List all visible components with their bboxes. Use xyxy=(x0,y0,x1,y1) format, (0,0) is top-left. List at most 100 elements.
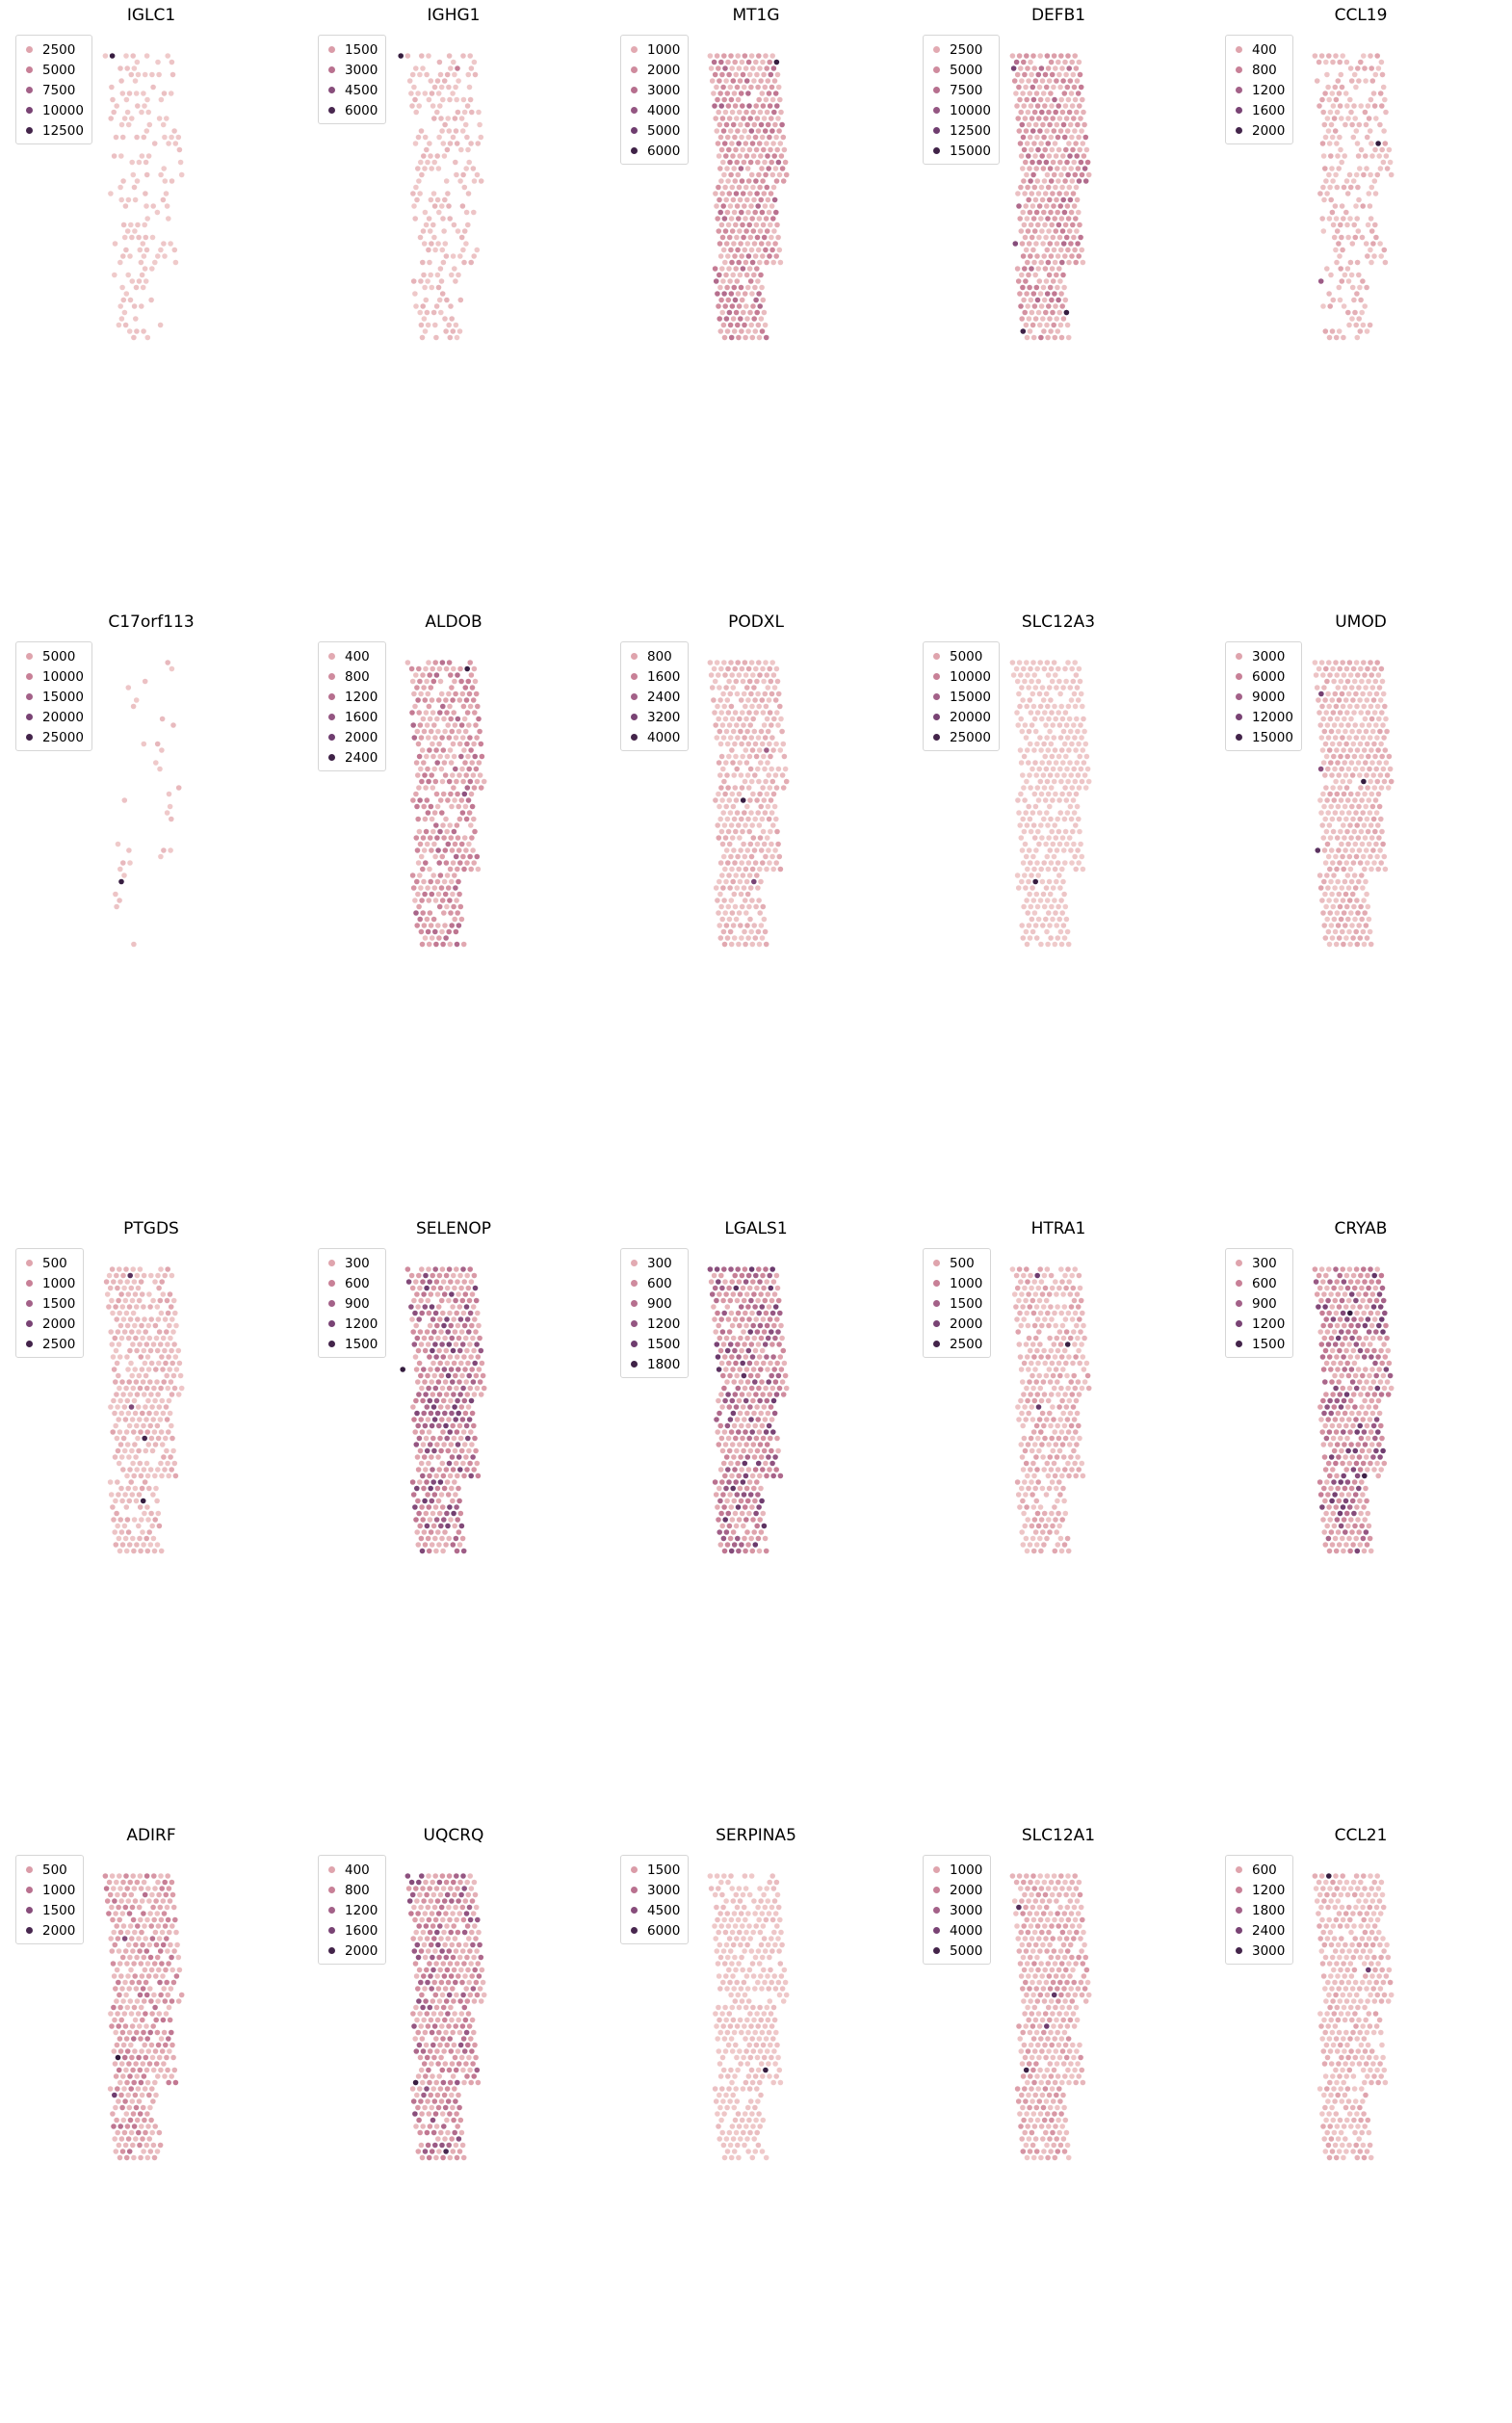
spot-point xyxy=(156,115,163,122)
spot-point xyxy=(1037,1503,1044,1511)
spot-point xyxy=(1370,741,1378,747)
spot-point xyxy=(707,659,714,666)
spot-point xyxy=(441,196,449,203)
spot-point xyxy=(107,1403,115,1411)
spot-point xyxy=(1316,872,1323,879)
spot-point xyxy=(751,1498,759,1504)
spot-point xyxy=(758,1378,766,1386)
spot-point xyxy=(455,1410,462,1417)
spot-point xyxy=(744,1541,752,1549)
spot-point xyxy=(128,115,136,122)
spot-point xyxy=(412,65,420,72)
spot-point xyxy=(447,1397,455,1404)
spot-point xyxy=(1050,734,1057,742)
spot-point xyxy=(426,1278,433,1286)
spot-point xyxy=(1045,302,1053,310)
spot-point xyxy=(1372,234,1380,241)
spot-point xyxy=(1352,1341,1360,1348)
spot-point xyxy=(1024,821,1030,829)
spot-point xyxy=(436,297,444,303)
spot-point xyxy=(1071,734,1079,742)
spot-point xyxy=(713,734,720,742)
spot-point xyxy=(721,791,729,797)
spot-point xyxy=(1369,1366,1376,1373)
spot-point xyxy=(761,1416,769,1423)
spot-point xyxy=(759,903,767,910)
spot-point xyxy=(435,134,443,141)
spot-point xyxy=(1362,1410,1369,1417)
spot-point xyxy=(118,1528,125,1536)
spot-point xyxy=(169,1447,177,1454)
spot-point xyxy=(771,165,779,172)
spot-point xyxy=(434,922,442,929)
spot-point xyxy=(721,140,729,147)
spot-point xyxy=(753,1328,761,1336)
spot-point xyxy=(1355,1366,1362,1373)
spot-point xyxy=(1055,177,1062,185)
spot-point xyxy=(1352,322,1360,328)
spot-point xyxy=(727,928,735,935)
spot-point xyxy=(735,1428,743,1436)
spot-point xyxy=(1322,1391,1330,1398)
spot-point xyxy=(735,1278,743,1286)
spot-point xyxy=(431,1385,439,1392)
spot-point xyxy=(477,134,484,141)
spot-point xyxy=(1061,784,1069,792)
spot-point xyxy=(1363,847,1370,854)
plot-title: MT1G xyxy=(732,6,780,25)
spot-point xyxy=(412,1353,419,1361)
spot-point xyxy=(111,152,117,160)
spot-point xyxy=(1363,816,1370,822)
spot-point xyxy=(168,816,175,822)
spot-point xyxy=(754,884,762,892)
spot-point xyxy=(409,1403,417,1411)
spot-point xyxy=(452,322,459,328)
spot-point xyxy=(1333,746,1341,754)
spot-point xyxy=(717,90,724,97)
spot-point xyxy=(1322,741,1329,747)
spot-point xyxy=(1044,1472,1052,1479)
spot-point xyxy=(164,1265,171,1273)
spot-point xyxy=(1036,84,1043,91)
spot-point xyxy=(1052,65,1059,72)
spot-point xyxy=(767,828,774,835)
spot-point xyxy=(1364,934,1370,942)
spot-point xyxy=(1348,684,1356,691)
spot-point xyxy=(1039,684,1046,691)
spot-point xyxy=(1021,1285,1029,1291)
spot-point xyxy=(1382,109,1390,116)
spot-point xyxy=(765,847,772,854)
spot-point xyxy=(1325,734,1332,742)
spot-point xyxy=(1063,84,1071,91)
spot-point xyxy=(729,716,736,722)
spot-point xyxy=(143,171,151,178)
spot-point xyxy=(149,1447,156,1454)
spot-point xyxy=(730,165,738,172)
plot-panel: CCL19 400 800 1200 1600 2000 xyxy=(1210,0,1512,603)
spot-point xyxy=(1318,1428,1326,1436)
spot-point xyxy=(748,1548,756,1554)
spot-point xyxy=(462,165,470,172)
spot-point xyxy=(1329,709,1337,716)
spot-point xyxy=(1376,684,1383,691)
spot-point xyxy=(458,1416,466,1423)
spot-point xyxy=(1064,928,1071,935)
spot-point xyxy=(748,171,756,178)
spot-point xyxy=(145,152,152,160)
spot-point xyxy=(432,1310,439,1316)
spot-point xyxy=(1032,891,1040,898)
spot-point xyxy=(1054,847,1060,854)
spot-point xyxy=(1019,847,1026,854)
spot-point xyxy=(733,159,741,166)
spot-point xyxy=(1027,209,1033,216)
spot-point xyxy=(431,247,439,253)
spot-point xyxy=(1329,102,1337,110)
spot-point xyxy=(1071,778,1079,785)
spot-point xyxy=(429,1391,436,1398)
plot-title: SELENOP xyxy=(415,1219,492,1238)
spot-point xyxy=(1346,1385,1353,1392)
spot-point xyxy=(1021,190,1029,197)
spot-point xyxy=(1022,809,1030,817)
spot-point xyxy=(761,721,768,729)
